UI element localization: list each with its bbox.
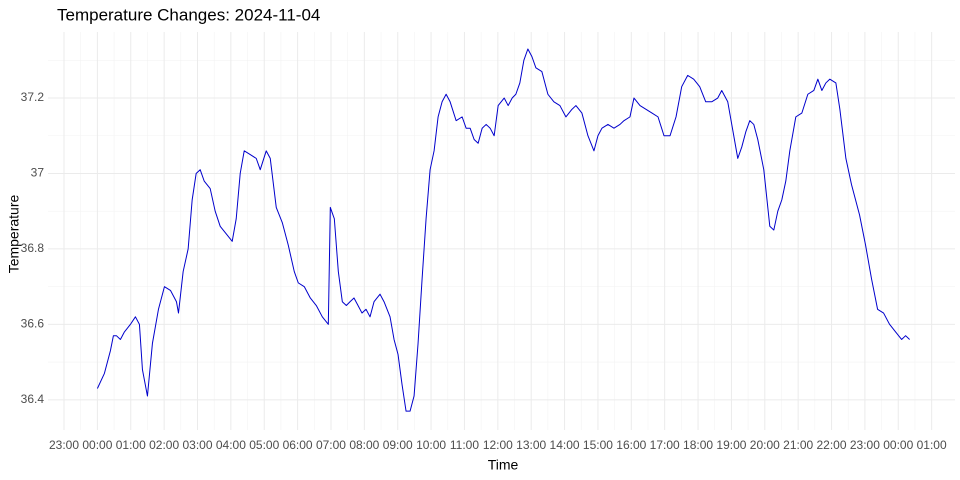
- x-tick-label: 10:00: [416, 438, 446, 452]
- x-tick-label: 06:00: [283, 438, 313, 452]
- x-tick-label: 23:00: [49, 438, 79, 452]
- x-axis-title: Time: [488, 457, 519, 473]
- y-tick-label: 36.8: [21, 241, 45, 255]
- x-tick-label: 05:00: [249, 438, 279, 452]
- x-tick-label: 14:00: [550, 438, 580, 452]
- y-tick-label: 36.4: [21, 392, 45, 406]
- x-tick-label: 20:00: [750, 438, 780, 452]
- x-tick-label: 12:00: [483, 438, 513, 452]
- x-tick-label: 22:00: [817, 438, 847, 452]
- grid: [48, 32, 955, 430]
- x-tick-label: 01:00: [917, 438, 947, 452]
- x-tick-label: 07:00: [316, 438, 346, 452]
- plot-area: [96, 48, 910, 412]
- x-tick-label: 04:00: [216, 438, 246, 452]
- x-tick-label: 03:00: [182, 438, 212, 452]
- x-tick-label: 23:00: [850, 438, 880, 452]
- x-tick-label: 00:00: [82, 438, 112, 452]
- x-tick-label: 19:00: [716, 438, 746, 452]
- y-tick-label: 37: [31, 166, 45, 180]
- x-tick-label: 13:00: [516, 438, 546, 452]
- data-line: [96, 48, 910, 412]
- chart-title: Temperature Changes: 2024-11-04: [57, 5, 320, 24]
- x-tick-label: 01:00: [116, 438, 146, 452]
- y-tick-label: 37.2: [21, 90, 45, 104]
- x-tick-label: 17:00: [650, 438, 680, 452]
- x-tick-label: 02:00: [149, 438, 179, 452]
- x-tick-label: 21:00: [783, 438, 813, 452]
- y-axis-title: Temperature: [6, 194, 22, 273]
- x-tick-label: 11:00: [450, 438, 479, 452]
- y-tick-label: 36.6: [21, 317, 45, 331]
- x-tick-label: 16:00: [616, 438, 646, 452]
- x-tick-label: 00:00: [883, 438, 913, 452]
- x-tick-label: 08:00: [349, 438, 379, 452]
- x-tick-label: 09:00: [383, 438, 413, 452]
- x-tick-label: 18:00: [683, 438, 713, 452]
- x-tick-label: 15:00: [583, 438, 613, 452]
